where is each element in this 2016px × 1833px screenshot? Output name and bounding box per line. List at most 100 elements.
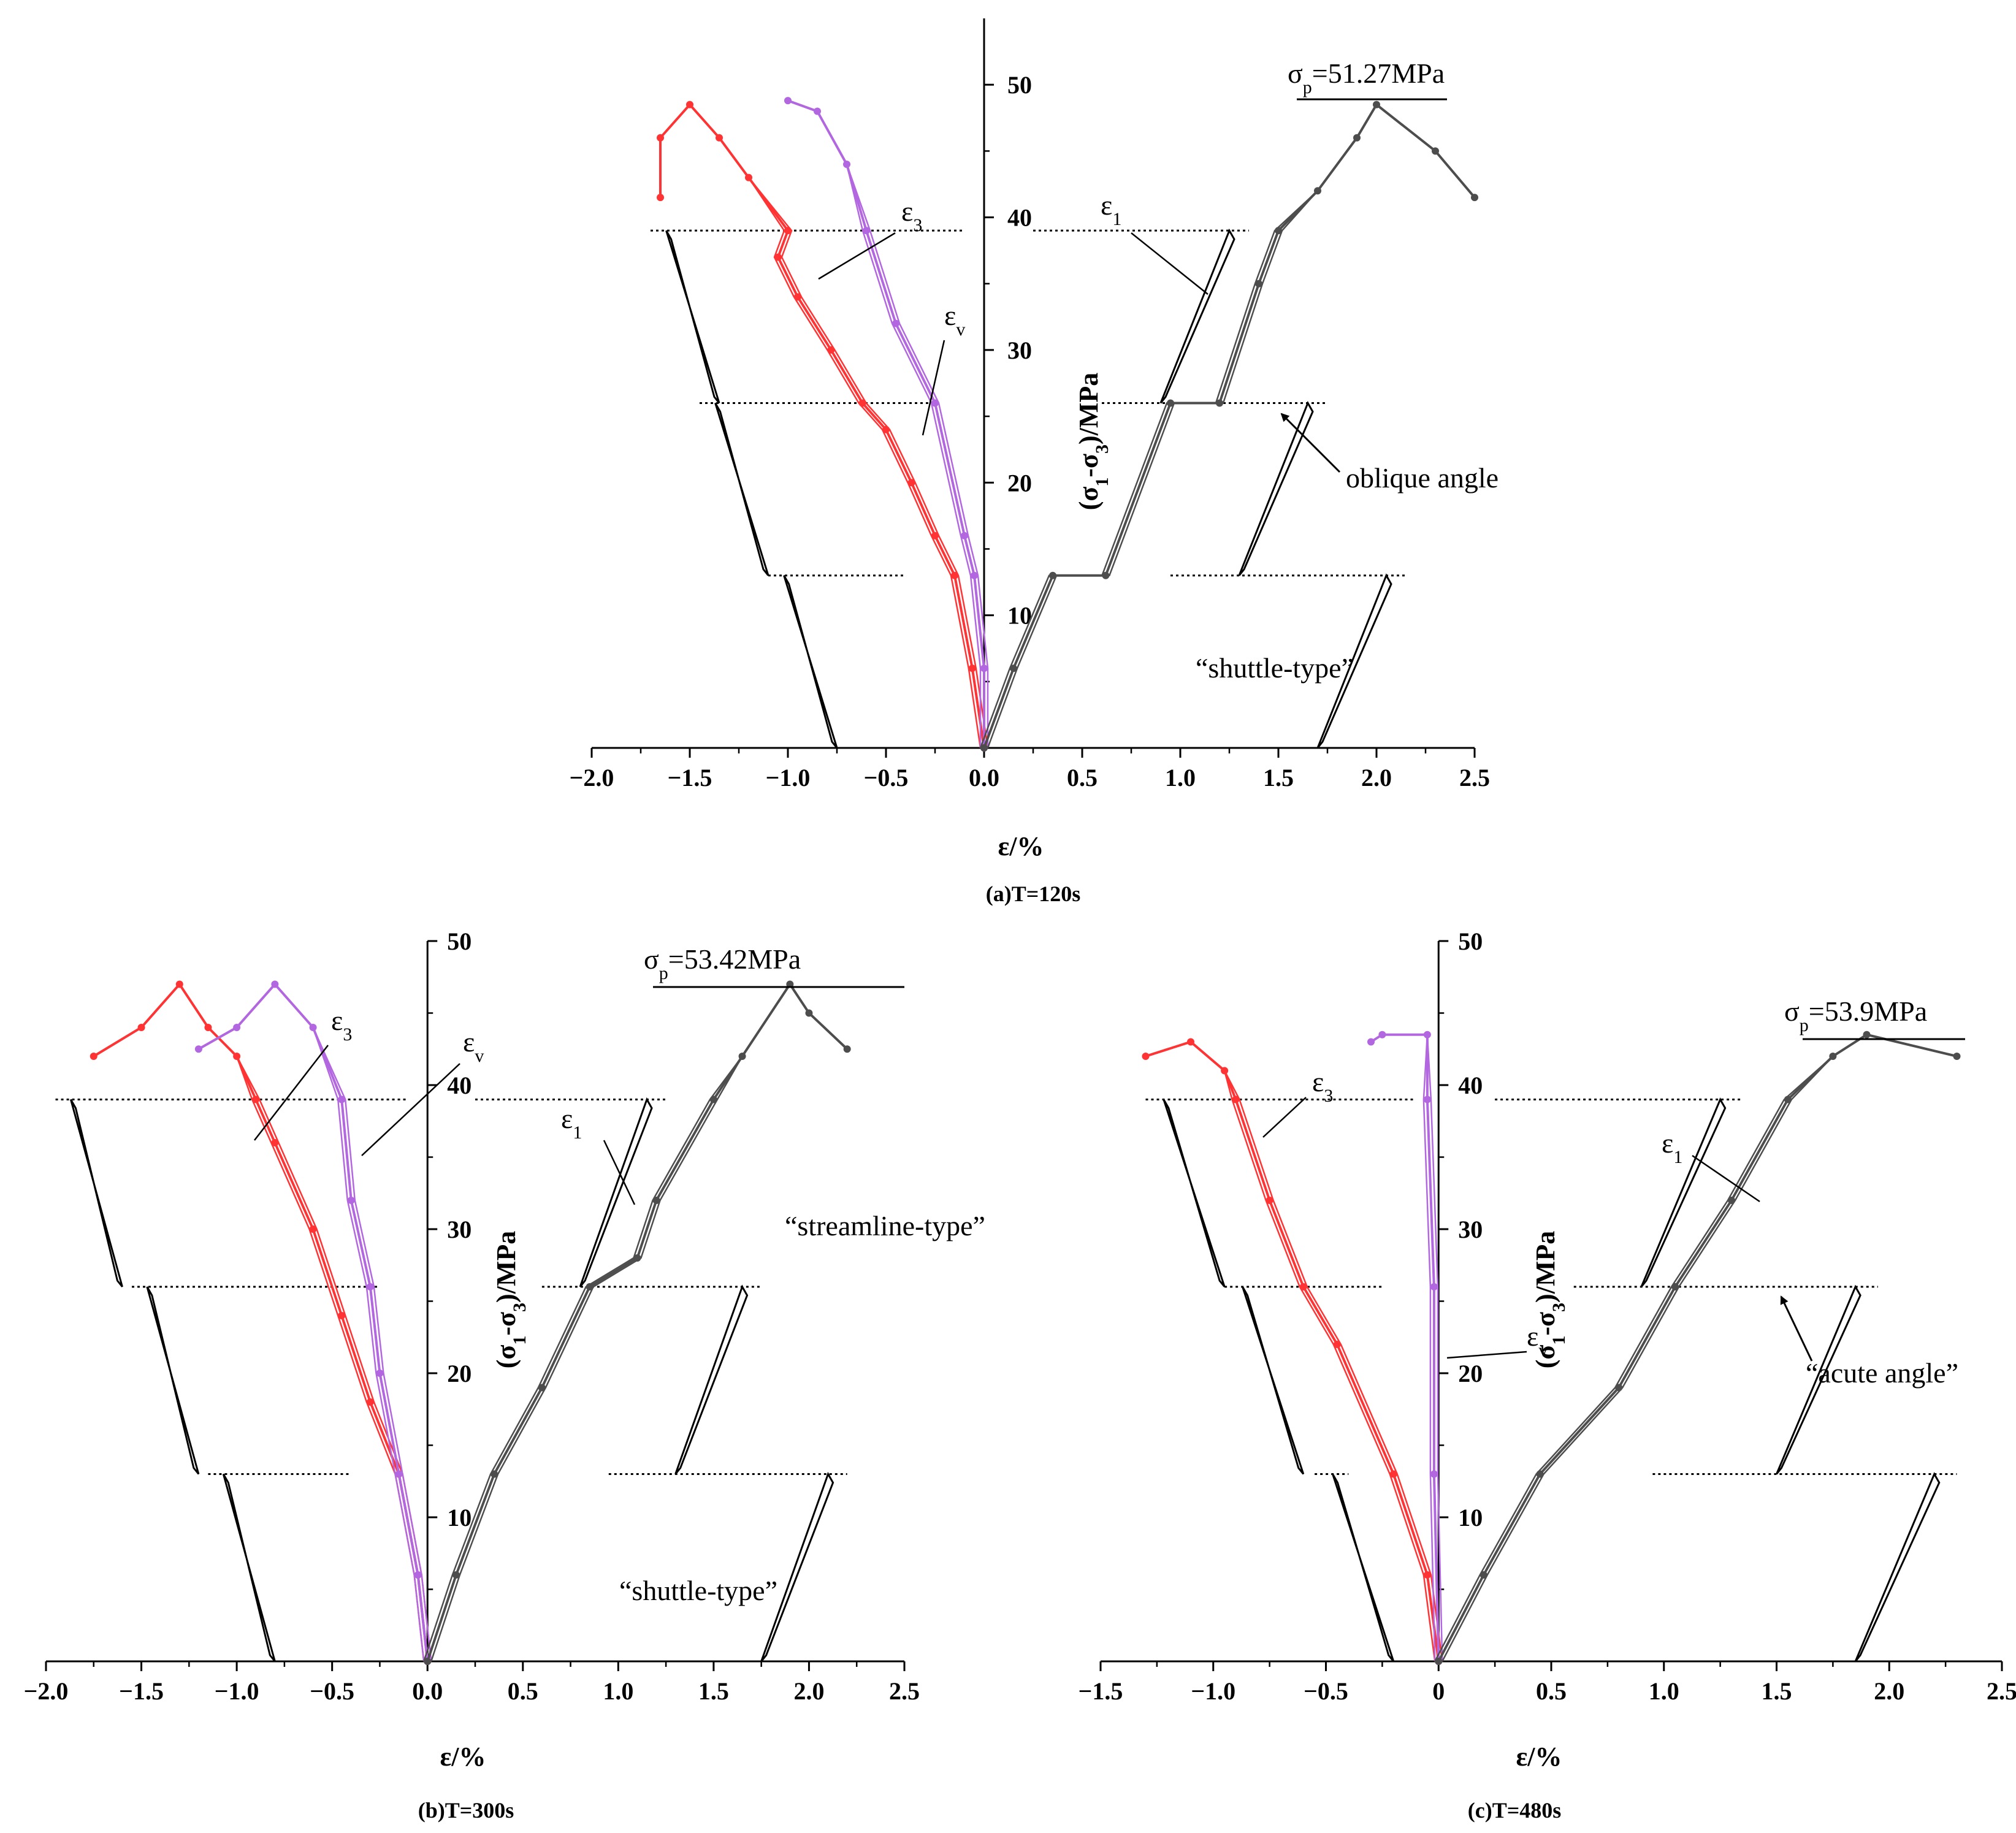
hysteresis-schematic <box>665 230 720 404</box>
data-point <box>271 1139 279 1146</box>
x-tick-label: 0.5 <box>508 1677 538 1705</box>
hysteresis-schematic <box>1776 1284 1861 1475</box>
y-tick-label: 10 <box>447 1504 472 1531</box>
data-point <box>252 1096 260 1103</box>
data-point <box>716 134 723 142</box>
data-point <box>794 293 801 301</box>
panel-caption: (b)T=300s <box>418 1798 514 1823</box>
x-tick-label: −0.5 <box>864 764 909 791</box>
x-tick-label: −1.0 <box>1191 1677 1235 1705</box>
x-tick-label: −1.5 <box>119 1677 164 1705</box>
hysteresis-schematic <box>1238 401 1314 576</box>
series-line-εv <box>198 983 425 1662</box>
curve-label: ε1 <box>1101 189 1121 229</box>
data-point <box>204 1024 212 1031</box>
x-tick-label: 0.5 <box>1067 764 1098 791</box>
series-line-ε1 <box>987 103 1475 749</box>
data-point <box>1353 134 1361 142</box>
data-point <box>366 1398 374 1406</box>
data-point <box>827 346 835 354</box>
hysteresis-schematic <box>674 1284 749 1475</box>
leader-line <box>254 1045 329 1141</box>
data-point <box>1367 1038 1375 1046</box>
data-point <box>1216 399 1223 407</box>
chart-panel-a: −2.0 −1.5 −1.0 −0.5 0.0 0.5 1.0 1.5 2.0 2.5102030… <box>570 18 1499 906</box>
data-point <box>1728 1197 1735 1204</box>
data-point <box>1423 1571 1431 1579</box>
y-axis-title: (σ1-σ3)/MPa <box>491 1231 530 1368</box>
leader-line <box>1262 1097 1307 1138</box>
data-point <box>491 1470 498 1478</box>
hysteresis-schematic <box>222 1473 276 1662</box>
hysteresis-schematic <box>1159 228 1235 404</box>
data-point <box>774 253 782 261</box>
annotation-arrow <box>1280 413 1341 473</box>
series-line-ε3 <box>1145 1041 1443 1662</box>
data-point <box>1432 147 1439 155</box>
data-point <box>347 1197 355 1204</box>
series-line-ε3 <box>659 103 989 749</box>
series-line-ε3 <box>1145 1041 1436 1662</box>
x-tick-label: −2.0 <box>570 764 614 791</box>
data-point <box>424 1658 432 1665</box>
x-tick-label: 1.5 <box>698 1677 729 1705</box>
series-line-ε1 <box>983 102 1476 749</box>
data-point <box>863 227 870 235</box>
data-point <box>194 1045 202 1053</box>
data-point <box>784 227 792 235</box>
data-point <box>1389 1470 1397 1478</box>
x-tick-label: 1.5 <box>1762 1677 1792 1705</box>
data-point <box>1275 227 1282 235</box>
data-point <box>709 1096 717 1103</box>
curve-label: ε3 <box>331 1005 352 1045</box>
hysteresis-schematic <box>1854 1472 1941 1662</box>
curve-label: ε1 <box>1662 1127 1682 1167</box>
y-tick-label: 20 <box>447 1360 472 1387</box>
data-point <box>1378 1031 1386 1038</box>
leader-line <box>1131 232 1208 295</box>
hysteresis-schematic <box>760 1471 834 1662</box>
data-point <box>907 479 915 487</box>
curve-label: ε1 <box>561 1103 582 1143</box>
panel-caption: (c)T=480s <box>1468 1798 1562 1823</box>
x-tick-label: 2.0 <box>793 1677 824 1705</box>
series-line-εv <box>198 983 432 1662</box>
data-point <box>1536 1470 1544 1478</box>
series-line-ε1 <box>430 983 848 1662</box>
data-point <box>980 665 988 673</box>
data-point <box>338 1312 346 1319</box>
x-tick-label: 0.0 <box>969 764 999 791</box>
curve-label: ε3 <box>901 196 922 235</box>
x-tick-label: −0.5 <box>310 1677 354 1705</box>
data-point <box>1829 1053 1837 1060</box>
data-point <box>784 97 792 105</box>
annotation-text: “shuttle-type” <box>619 1575 777 1606</box>
data-point <box>980 744 988 752</box>
x-tick-label: −1.0 <box>766 764 811 791</box>
data-point <box>366 1283 374 1290</box>
hysteresis-schematic <box>1316 573 1392 749</box>
y-tick-label: 10 <box>1458 1504 1483 1531</box>
data-point <box>1423 1096 1431 1103</box>
data-point <box>843 161 850 168</box>
leader-line <box>361 1063 460 1156</box>
data-point <box>858 399 866 407</box>
data-point <box>745 173 752 181</box>
x-tick-label: 1.0 <box>1649 1677 1679 1705</box>
data-point <box>414 1571 422 1579</box>
hysteresis-schematic <box>714 402 769 576</box>
series-line-ε3 <box>659 103 982 749</box>
data-point <box>90 1053 97 1060</box>
y-tick-label: 30 <box>447 1216 472 1243</box>
annotation-arrow <box>1780 1295 1813 1362</box>
y-tick-label: 20 <box>1458 1360 1483 1387</box>
data-point <box>452 1571 460 1579</box>
data-point <box>1010 665 1017 673</box>
x-tick-label: 1.5 <box>1263 764 1294 791</box>
data-point <box>951 571 958 579</box>
data-point <box>309 1024 317 1031</box>
data-point <box>309 1225 317 1233</box>
annotation-text: “streamline-type” <box>785 1210 985 1241</box>
peak-label: σp=53.42MPa <box>644 943 801 983</box>
x-tick-label: 2.5 <box>1987 1677 2016 1705</box>
